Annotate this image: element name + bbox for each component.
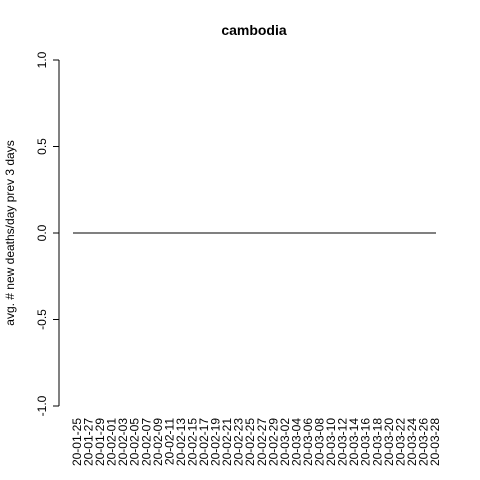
y-tick-label: 0.0 — [35, 224, 49, 241]
x-tick-label: 20-02-07 — [139, 418, 153, 466]
x-tick-label: 20-03-28 — [428, 418, 442, 466]
x-tick-label: 20-03-22 — [393, 418, 407, 466]
chart-title: cambodia — [221, 22, 287, 38]
x-axis-tick-labels: 20-01-2520-01-2720-01-2920-02-0120-02-03… — [70, 418, 442, 466]
x-tick-label: 20-01-29 — [93, 418, 107, 466]
x-tick-label: 20-03-20 — [382, 418, 396, 466]
x-tick-label: 20-02-13 — [174, 418, 188, 466]
y-axis-ticks: -1.0 -0.5 0.0 0.5 1.0 — [35, 51, 59, 416]
x-tick-label: 20-02-21 — [220, 418, 234, 466]
y-axis-label: avg. # new deaths/day prev 3 days — [3, 140, 17, 325]
x-tick-label: 20-03-06 — [301, 418, 315, 466]
x-tick-label: 20-03-14 — [347, 418, 361, 466]
y-tick-label: -1.0 — [35, 395, 49, 416]
x-tick-label: 20-02-03 — [116, 418, 130, 466]
x-tick-label: 20-02-17 — [197, 418, 211, 466]
x-tick-label: 20-03-18 — [370, 418, 384, 466]
x-tick-label: 20-02-19 — [209, 418, 223, 466]
x-tick-label: 20-03-12 — [336, 418, 350, 466]
x-tick-label: 20-02-29 — [266, 418, 280, 466]
x-tick-label: 20-02-09 — [151, 418, 165, 466]
x-tick-label: 20-01-27 — [82, 418, 96, 466]
x-tick-label: 20-03-24 — [405, 418, 419, 466]
x-tick-label: 20-02-23 — [232, 418, 246, 466]
x-tick-label: 20-01-25 — [70, 418, 84, 466]
y-tick-label: -0.5 — [35, 309, 49, 330]
x-tick-label: 20-02-25 — [243, 418, 257, 466]
x-tick-label: 20-03-08 — [313, 418, 327, 466]
y-tick-label: 0.5 — [35, 138, 49, 155]
x-tick-label: 20-03-10 — [324, 418, 338, 466]
x-tick-label: 20-03-02 — [278, 418, 292, 466]
x-tick-label: 20-02-27 — [255, 418, 269, 466]
x-tick-label: 20-03-26 — [416, 418, 430, 466]
x-tick-label: 20-03-16 — [359, 418, 373, 466]
x-tick-label: 20-02-01 — [105, 418, 119, 466]
x-tick-label: 20-02-05 — [128, 418, 142, 466]
y-tick-label: 1.0 — [35, 51, 49, 68]
x-tick-label: 20-02-11 — [162, 418, 176, 465]
x-tick-label: 20-03-04 — [289, 418, 303, 466]
x-tick-label: 20-02-15 — [185, 418, 199, 466]
